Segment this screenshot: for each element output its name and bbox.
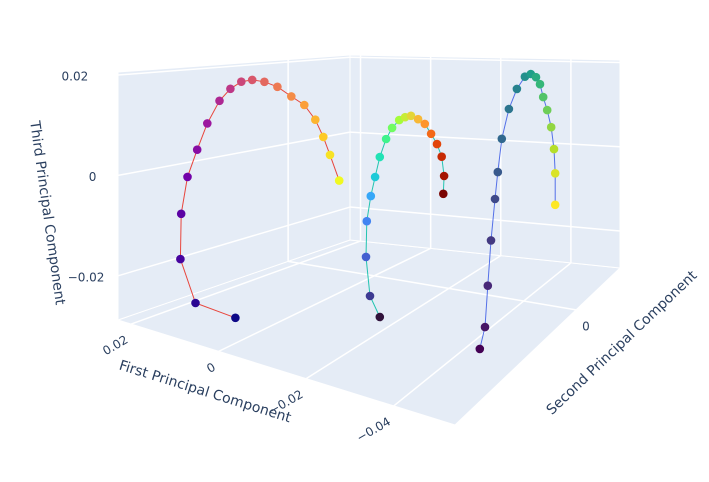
marker bbox=[237, 77, 246, 86]
marker bbox=[247, 75, 257, 85]
marker bbox=[387, 123, 397, 133]
grid-line bbox=[117, 206, 351, 277]
marker bbox=[381, 134, 391, 144]
marker bbox=[432, 139, 442, 149]
marker bbox=[176, 254, 185, 264]
x-tick-label: −0.04 bbox=[354, 414, 393, 445]
grid-line bbox=[288, 260, 577, 311]
marker bbox=[287, 92, 296, 101]
marker bbox=[203, 119, 212, 128]
marker bbox=[370, 172, 380, 182]
marker bbox=[365, 291, 375, 301]
marker bbox=[260, 77, 269, 87]
marker bbox=[550, 200, 560, 210]
marker bbox=[413, 114, 423, 124]
marker bbox=[192, 145, 202, 154]
marker bbox=[475, 344, 485, 354]
marker bbox=[362, 216, 372, 226]
grid-line bbox=[218, 247, 431, 353]
x-axis-title: First Principal Component bbox=[117, 358, 293, 427]
marker bbox=[437, 152, 447, 161]
marker bbox=[546, 122, 556, 132]
marker bbox=[439, 171, 449, 181]
marker bbox=[311, 115, 320, 124]
marker bbox=[483, 281, 493, 291]
marker bbox=[361, 252, 371, 262]
z-axis-title: Third Principal Component bbox=[26, 119, 68, 306]
marker bbox=[497, 134, 507, 144]
z-tick-label: 0.02 bbox=[62, 70, 89, 84]
marker bbox=[191, 298, 200, 308]
marker bbox=[538, 92, 548, 102]
z-tick-label: −0.02 bbox=[68, 270, 105, 284]
marker bbox=[375, 312, 385, 322]
grid-line bbox=[305, 255, 502, 380]
marker bbox=[183, 172, 192, 182]
marker bbox=[273, 82, 282, 92]
marker bbox=[504, 104, 514, 114]
grid-line bbox=[349, 56, 621, 64]
marker bbox=[490, 194, 500, 204]
grid-line bbox=[130, 240, 361, 325]
y-tick-label: 0 bbox=[582, 319, 590, 333]
marker bbox=[215, 96, 224, 106]
marker bbox=[439, 189, 448, 199]
grid-line bbox=[117, 56, 351, 76]
scene-traces bbox=[176, 69, 560, 354]
grid-line bbox=[393, 262, 572, 407]
x-tick-label: 0 bbox=[204, 360, 218, 376]
marker bbox=[535, 79, 545, 89]
marker bbox=[480, 322, 490, 332]
marker bbox=[549, 144, 559, 154]
marker bbox=[420, 119, 430, 129]
marker bbox=[325, 150, 335, 160]
marker bbox=[319, 132, 328, 142]
grid-line bbox=[349, 131, 621, 148]
marker bbox=[375, 152, 385, 162]
marker bbox=[542, 105, 552, 115]
marker bbox=[300, 100, 309, 110]
marker bbox=[176, 209, 186, 219]
grid-line bbox=[117, 131, 351, 177]
marker bbox=[486, 236, 496, 245]
marker bbox=[531, 72, 541, 82]
x-tick-label: 0.02 bbox=[100, 333, 130, 358]
scene-grid bbox=[117, 55, 621, 407]
marker bbox=[493, 167, 503, 177]
marker bbox=[426, 129, 436, 139]
marker bbox=[406, 111, 416, 121]
marker bbox=[334, 176, 344, 185]
marker bbox=[512, 84, 522, 94]
marker bbox=[366, 191, 376, 201]
marker bbox=[550, 169, 560, 178]
marker bbox=[226, 84, 235, 94]
grid-line bbox=[349, 206, 621, 232]
z-tick-label: 0 bbox=[89, 170, 97, 184]
scene-panes bbox=[116, 54, 622, 426]
marker bbox=[231, 313, 240, 323]
back-wall-pane bbox=[349, 54, 621, 269]
